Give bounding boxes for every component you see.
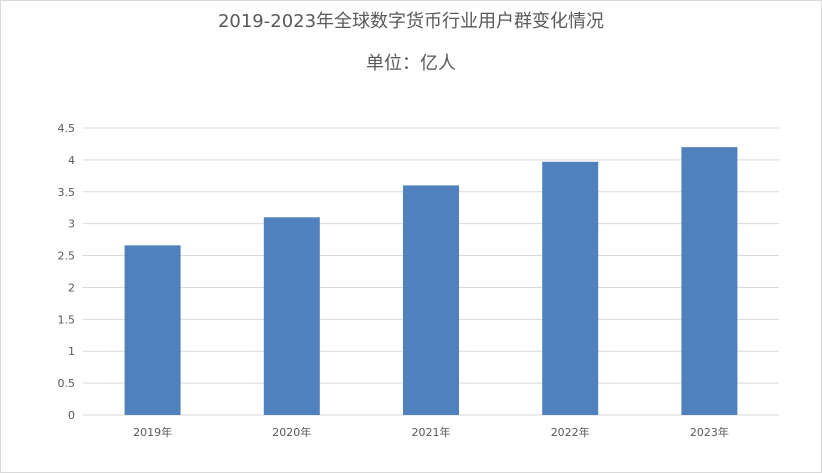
bars: [124, 147, 738, 415]
x-tick-label: 2022年: [551, 425, 590, 439]
y-tick-label: 2: [68, 281, 75, 294]
y-tick-label: 4: [68, 154, 75, 167]
x-axis: 2019年 2020年 2021年 2022年 2023年: [133, 425, 729, 439]
bar-2021年: [403, 185, 459, 415]
x-tick-label: 2019年: [133, 425, 172, 439]
chart-subtitle: 单位：亿人: [366, 53, 456, 74]
x-tick-label: 2023年: [690, 425, 729, 439]
y-axis: 0 0.5 1 1.5 2 2.5 3 3.5 4 4.5: [58, 122, 76, 422]
bar-2020年: [263, 217, 320, 415]
chart-title: 2019-2023年全球数字货币行业用户群变化情况: [217, 11, 605, 32]
y-tick-label: 2.5: [58, 250, 76, 263]
y-tick-label: 0: [68, 409, 75, 422]
y-tick-label: 1.5: [58, 313, 76, 326]
x-tick-label: 2020年: [272, 425, 311, 439]
y-tick-label: 3.5: [58, 186, 76, 199]
y-tick-label: 4.5: [58, 122, 76, 135]
x-tick-label: 2021年: [412, 425, 451, 439]
y-tick-label: 1: [68, 345, 75, 358]
y-tick-label: 0.5: [58, 377, 76, 390]
bar-2023年: [681, 147, 738, 415]
y-tick-label: 3: [68, 218, 75, 231]
bar-2019年: [124, 245, 181, 415]
bar-2022年: [542, 161, 599, 415]
